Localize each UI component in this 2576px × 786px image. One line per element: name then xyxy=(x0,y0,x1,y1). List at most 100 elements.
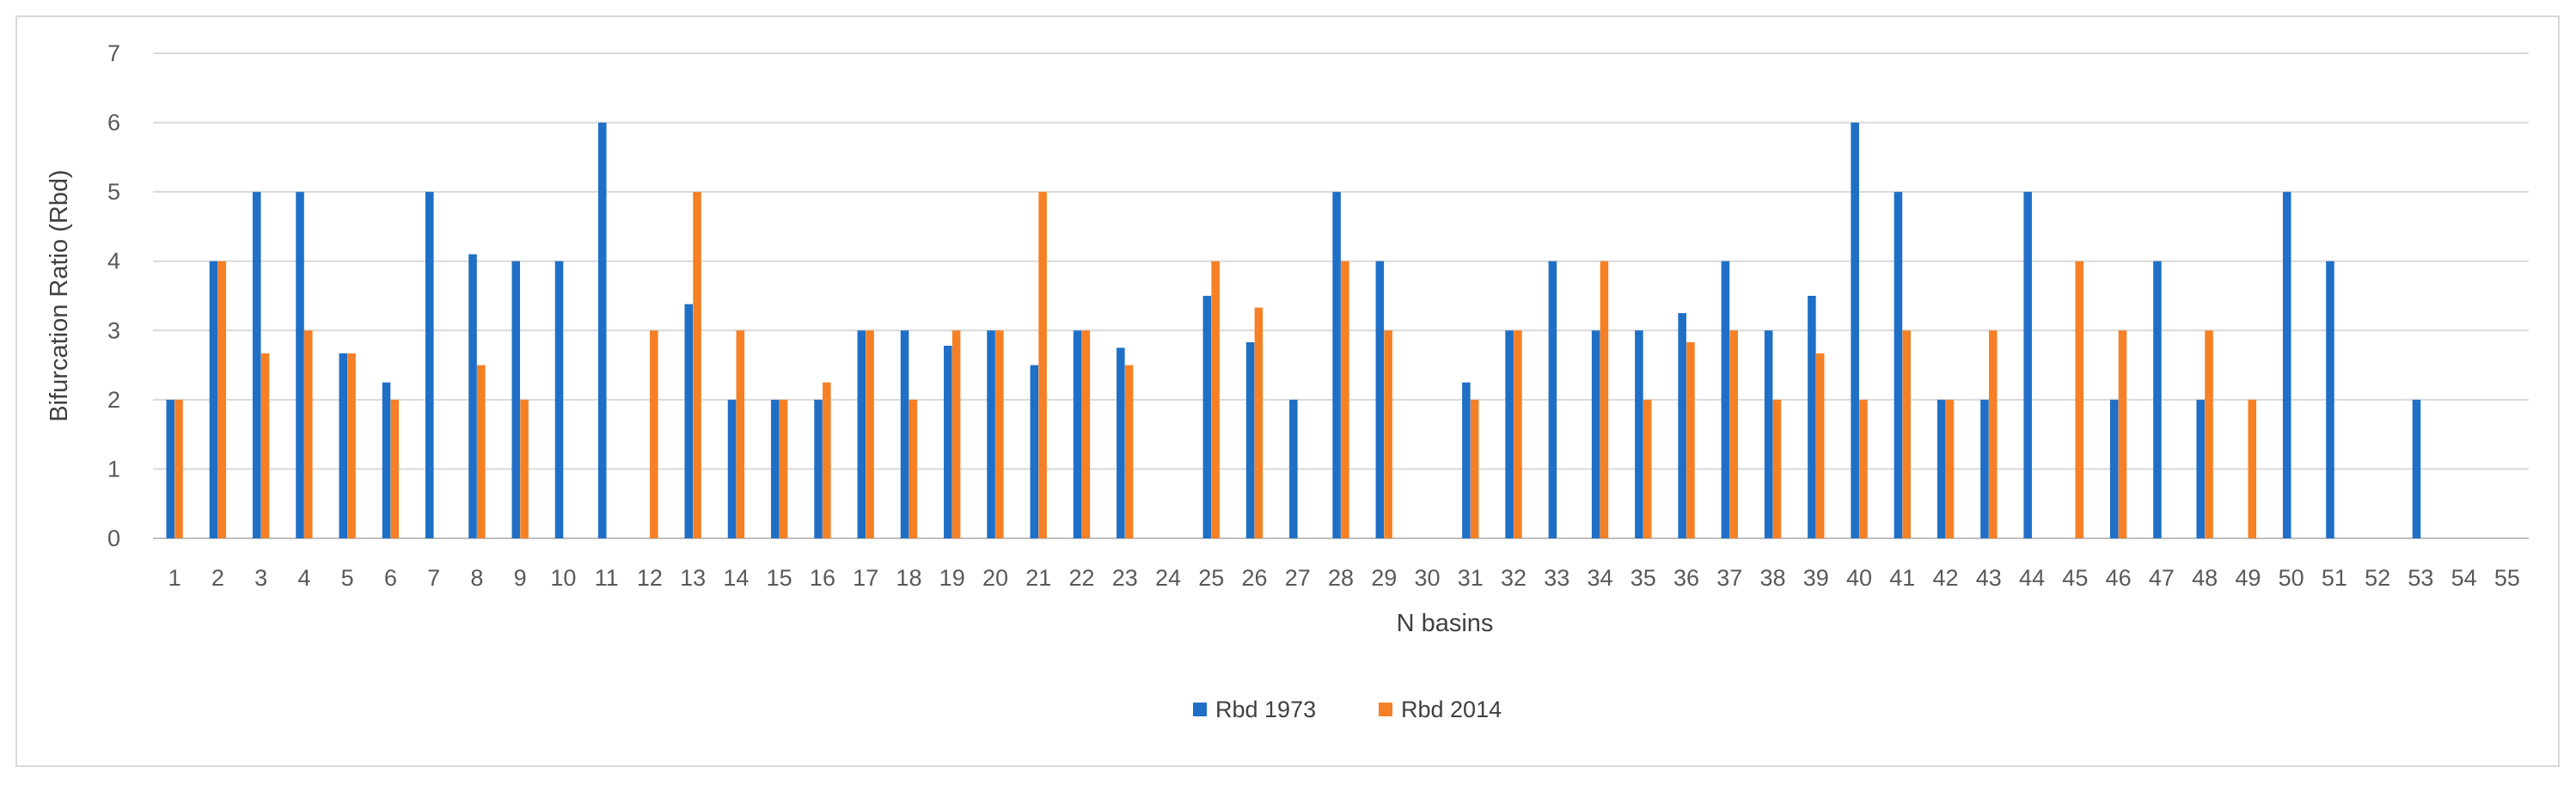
x-tick-label: 27 xyxy=(1285,565,1311,591)
bar-rbd-1973-basin-39 xyxy=(1808,296,1816,538)
bar-rbd-2014-basin-45 xyxy=(2075,261,2084,538)
x-tick-label: 30 xyxy=(1414,565,1440,591)
bar-rbd-1973-basin-7 xyxy=(425,192,434,538)
x-tick-label: 16 xyxy=(810,565,835,591)
x-tick-label: 5 xyxy=(341,565,354,591)
bar-rbd-2014-basin-46 xyxy=(2118,330,2127,538)
x-tick-label: 36 xyxy=(1673,565,1699,591)
bar-rbd-1973-basin-11 xyxy=(597,122,607,539)
x-tick-label: 29 xyxy=(1371,565,1397,591)
x-tick-label: 3 xyxy=(254,565,267,591)
bar-rbd-1973-basin-47 xyxy=(2153,261,2162,538)
x-tick-label: 40 xyxy=(1846,565,1872,591)
y-tick-label: 7 xyxy=(107,40,120,66)
bar-rbd-2014-basin-38 xyxy=(1772,399,1782,538)
bar-rbd-2014-basin-1 xyxy=(174,399,183,538)
bar-rbd-2014-basin-40 xyxy=(1859,399,1868,538)
x-tick-label: 24 xyxy=(1155,565,1181,591)
x-tick-label: 38 xyxy=(1760,565,1786,591)
x-tick-label: 47 xyxy=(2149,565,2175,591)
x-tick-label: 2 xyxy=(211,565,224,591)
bar-rbd-2014-basin-15 xyxy=(779,399,788,538)
chart-container: 0 1 2 3 4 5 6 7 1 2 3 4 5 6 7 8 9 10 11 12 13 14 15 16 17 18 19 20 2… xyxy=(15,15,2560,767)
bar-rbd-2014-basin-3 xyxy=(260,353,270,538)
bar-rbd-2014-basin-23 xyxy=(1124,365,1134,538)
y-tick-label: 1 xyxy=(107,456,120,482)
bar-rbd-1973-basin-14 xyxy=(727,399,737,538)
x-tick-label: 18 xyxy=(896,565,921,591)
x-axis-title: N basins xyxy=(1397,610,1494,637)
y-tick-label: 4 xyxy=(107,249,120,274)
x-tick-label: 22 xyxy=(1068,565,1094,591)
bar-rbd-1973-basin-23 xyxy=(1117,347,1125,538)
x-tick-label: 19 xyxy=(939,565,965,591)
bar-rbd-1973-basin-48 xyxy=(2196,399,2205,538)
x-tick-label: 6 xyxy=(384,565,397,591)
legend-swatch-rbd-2014 xyxy=(1379,703,1392,716)
x-tick-label: 50 xyxy=(2279,565,2304,591)
legend-label-rbd-1973: Rbd 1973 xyxy=(1215,697,1316,722)
bar-rbd-1973-basin-25 xyxy=(1202,296,1212,538)
bar-rbd-1973-basin-1 xyxy=(166,399,175,538)
bar-rbd-1973-basin-5 xyxy=(339,353,348,538)
legend-swatch-rbd-1973 xyxy=(1193,703,1207,716)
bar-rbd-1973-basin-20 xyxy=(987,330,995,538)
x-tick-label: 17 xyxy=(853,565,878,591)
bar-rbd-1973-basin-21 xyxy=(1030,365,1039,538)
bar-rbd-1973-basin-32 xyxy=(1505,330,1514,538)
bar-rbd-2014-basin-22 xyxy=(1081,330,1091,538)
bar-rbd-1973-basin-19 xyxy=(944,346,952,538)
x-tick-label: 7 xyxy=(427,565,440,591)
x-tick-label: 33 xyxy=(1544,565,1569,591)
bar-rbd-2014-basin-43 xyxy=(1988,330,1998,538)
bar-rbd-2014-basin-35 xyxy=(1643,399,1652,538)
x-tick-label: 13 xyxy=(680,565,706,591)
x-tick-label: 23 xyxy=(1112,565,1138,591)
bar-rbd-2014-basin-28 xyxy=(1341,261,1349,538)
bar-rbd-2014-basin-48 xyxy=(2205,330,2213,538)
x-tick-label: 26 xyxy=(1241,565,1267,591)
bar-rbd-2014-basin-29 xyxy=(1384,330,1392,538)
x-tick-label: 49 xyxy=(2235,565,2261,591)
x-tick-label: 32 xyxy=(1501,565,1527,591)
bar-rbd-1973-basin-38 xyxy=(1764,330,1773,538)
x-tick-label: 10 xyxy=(550,565,576,591)
legend-label-rbd-2014: Rbd 2014 xyxy=(1401,697,1502,722)
bar-rbd-1973-basin-41 xyxy=(1894,192,1903,538)
bar-rbd-1973-basin-36 xyxy=(1678,313,1686,538)
bar-rbd-2014-basin-16 xyxy=(823,382,831,538)
bar-rbd-1973-basin-17 xyxy=(857,330,866,538)
x-tick-label: 46 xyxy=(2106,565,2132,591)
bar-rbd-1973-basin-16 xyxy=(814,399,823,538)
bars xyxy=(166,122,2421,539)
bar-rbd-1973-basin-27 xyxy=(1289,399,1298,538)
x-tick-label: 45 xyxy=(2062,565,2088,591)
bar-rbd-1973-basin-6 xyxy=(382,382,391,538)
bar-rbd-1973-basin-33 xyxy=(1548,261,1557,538)
bar-rbd-2014-basin-14 xyxy=(736,330,745,538)
x-tick-label: 35 xyxy=(1631,565,1656,591)
bar-rbd-2014-basin-2 xyxy=(217,261,227,538)
bar-rbd-2014-basin-39 xyxy=(1815,353,1825,538)
bar-rbd-1973-basin-4 xyxy=(296,192,304,538)
x-tick-label: 48 xyxy=(2192,565,2218,591)
bar-rbd-1973-basin-44 xyxy=(2023,192,2032,538)
y-tick-label: 6 xyxy=(107,110,120,136)
x-tick-label: 52 xyxy=(2365,565,2390,591)
bar-rbd-2014-basin-26 xyxy=(1254,307,1264,538)
bar-rbd-1973-basin-10 xyxy=(554,261,564,538)
x-tick-label: 42 xyxy=(1933,565,1959,591)
bar-rbd-1973-basin-15 xyxy=(771,399,780,538)
y-tick-label: 0 xyxy=(107,525,120,551)
x-tick-label: 1 xyxy=(168,565,181,591)
x-tick-label: 51 xyxy=(2322,565,2347,591)
x-tick-label: 43 xyxy=(1976,565,2002,591)
x-tick-label: 14 xyxy=(723,565,749,591)
bar-rbd-2014-basin-34 xyxy=(1600,261,1609,538)
bar-rbd-1973-basin-43 xyxy=(1980,399,1989,538)
bar-rbd-1973-basin-40 xyxy=(1851,122,1859,539)
bar-rbd-2014-basin-37 xyxy=(1729,330,1738,538)
x-tick-label: 34 xyxy=(1588,565,1613,591)
bar-rbd-1973-basin-29 xyxy=(1375,261,1385,538)
